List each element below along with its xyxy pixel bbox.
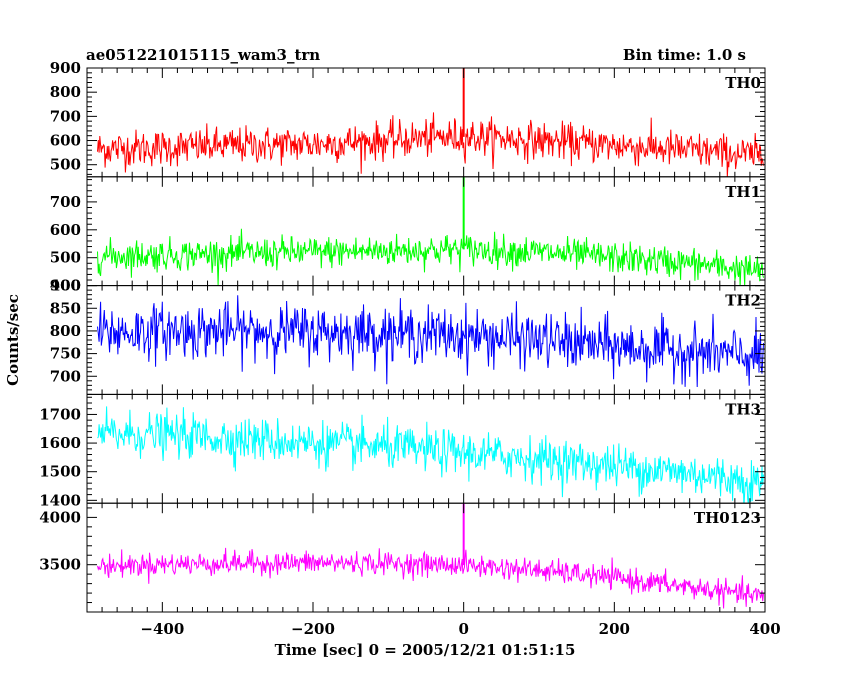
panel-frame <box>86 176 766 287</box>
y-tick-label: 600 <box>50 221 81 239</box>
panel-th0123: 3500 4000 TH0123 <box>39 502 766 613</box>
y-tick-label: 1600 <box>39 434 81 452</box>
y-tick-label: 500 <box>50 156 81 174</box>
y-tick-label: 1700 <box>39 405 81 423</box>
panel-th1: 400 500 600 700 TH1 <box>50 176 766 295</box>
panel-th0: 500 600 700 800 900 TH0 <box>50 59 766 178</box>
panels-group: 500 600 700 800 900 TH0 400 500 600 700 TH1 700 750 8… <box>39 59 780 638</box>
y-tick-label: 400 <box>50 277 81 295</box>
y-tick-label: 700 <box>50 367 81 385</box>
panel-frame <box>86 502 766 613</box>
y-tick-label: 850 <box>50 299 81 317</box>
series-line-th3 <box>97 406 764 504</box>
y-tick-label: 800 <box>50 322 81 340</box>
series-line-th2 <box>97 295 764 388</box>
x-tick-label: 400 <box>749 620 780 638</box>
y-tick-label: 800 <box>50 83 81 101</box>
series-line-th1 <box>97 228 764 286</box>
chart-title: ae051221015115_wam3_trn <box>86 46 320 64</box>
y-tick-label: 750 <box>50 345 81 363</box>
x-tick-label: −400 <box>140 620 184 638</box>
y-tick-label: 900 <box>50 59 81 77</box>
y-tick-label: 1400 <box>39 491 81 509</box>
panel-label-th0: TH0 <box>725 74 761 92</box>
panel-label-th0123: TH0123 <box>694 509 761 527</box>
series-line-th0123 <box>97 547 764 609</box>
y-tick-label: 500 <box>50 249 81 267</box>
bin-time-label: Bin time: 1.0 s <box>623 46 746 64</box>
y-axis-label: Counts/sec <box>4 294 22 386</box>
panel-label-th2: TH2 <box>725 292 761 310</box>
panel-label-th1: TH1 <box>725 183 761 201</box>
y-tick-label: 3500 <box>39 556 81 574</box>
series-line-th0 <box>97 112 764 177</box>
y-tick-label: 1500 <box>39 463 81 481</box>
x-axis-label: Time [sec] 0 = 2005/12/21 01:51:15 <box>275 641 576 659</box>
panel-th2: 700 750 800 850 900 TH2 <box>50 277 766 395</box>
panel-label-th3: TH3 <box>725 400 761 418</box>
y-tick-label: 4000 <box>39 508 81 526</box>
x-tick-label: 0 <box>458 620 468 638</box>
x-tick-label: 200 <box>599 620 630 638</box>
y-tick-label: 900 <box>50 277 81 295</box>
panel-th3: 1400 1500 1600 1700 TH3 <box>39 393 766 509</box>
y-tick-label: 600 <box>50 132 81 150</box>
y-tick-label: 700 <box>50 193 81 211</box>
x-tick-label: −200 <box>291 620 335 638</box>
y-tick-label: 700 <box>50 107 81 125</box>
